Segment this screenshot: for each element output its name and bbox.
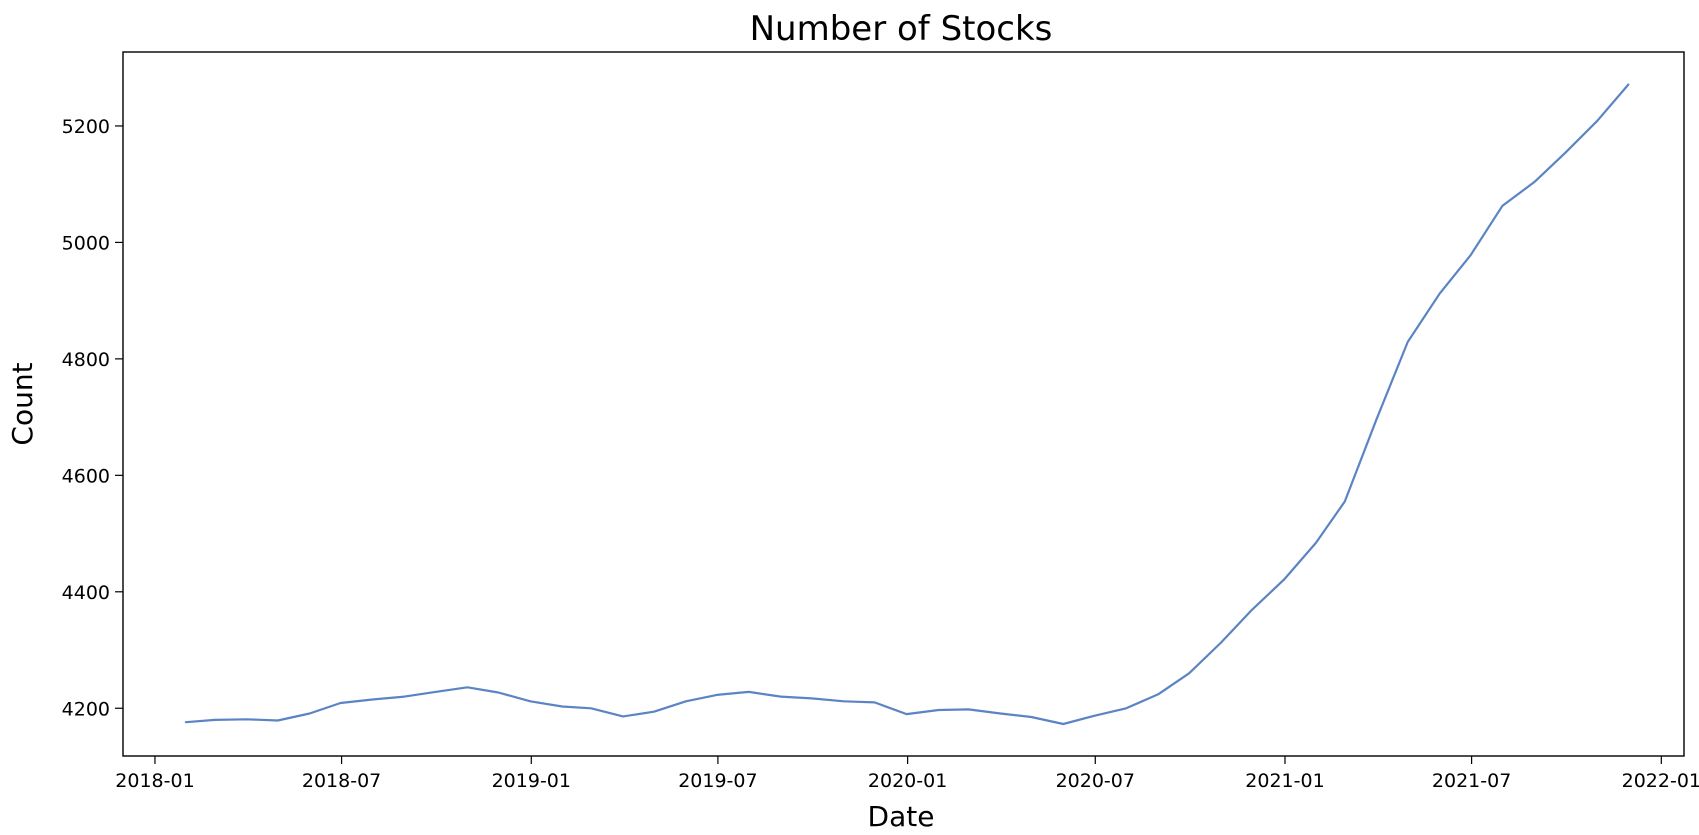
plot-frame [122,51,1685,757]
x-tick-label: 2021-01 [1245,770,1324,792]
x-tick-label: 2021-07 [1432,770,1511,792]
y-tick-label: 4200 [62,698,110,720]
y-tick-label: 5200 [62,116,110,138]
series-line [184,83,1630,726]
x-tick-label: 2018-01 [115,770,194,792]
y-tick-label: 4600 [62,465,110,487]
y-tick-label: 4400 [62,582,110,604]
x-tick-label: 2019-07 [678,770,757,792]
x-tick-label: 2020-01 [868,770,947,792]
x-axis-label: Date [868,800,935,833]
x-axis-ticks: 2018-01 2018-07 2019-01 2019-07 2020-01 2020-… [115,756,1699,792]
x-tick-label: 2022-01 [1622,770,1699,792]
y-axis-ticks: 4200 4400 4600 4800 5000 5200 [62,116,123,720]
series-layer [184,83,1630,726]
x-tick-label: 2019-01 [492,770,571,792]
y-tick-label: 4800 [62,349,110,371]
y-tick-label: 5000 [62,232,110,254]
chart-title: Number of Stocks [750,9,1053,49]
y-axis-label: Count [6,362,39,445]
x-tick-label: 2020-07 [1056,770,1135,792]
x-tick-label: 2018-07 [302,770,381,792]
